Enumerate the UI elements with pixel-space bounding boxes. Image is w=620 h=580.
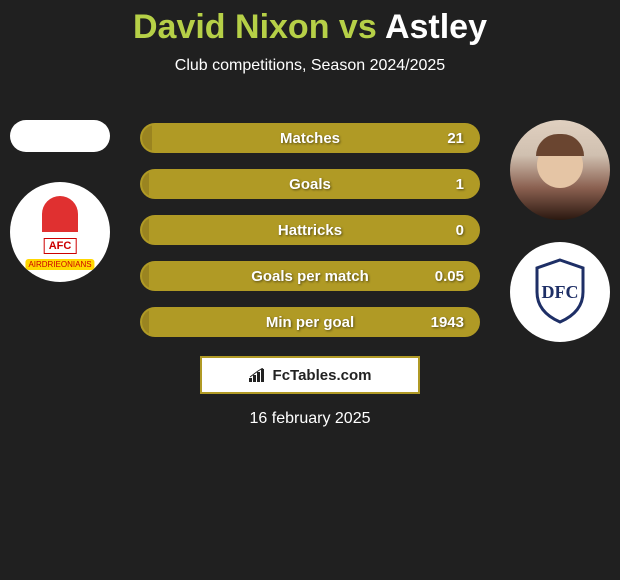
stat-fill (142, 125, 152, 151)
stat-label: Goals per match (251, 268, 369, 285)
stat-bar-mpg: Min per goal 1943 (140, 307, 480, 337)
stat-value: 0 (456, 222, 464, 239)
vs-text: vs (339, 8, 377, 46)
stat-bar-hattricks: Hattricks 0 (140, 215, 480, 245)
club-left-small-text: AIRDRIEONIANS (25, 259, 94, 270)
right-column: DFC (510, 120, 610, 364)
shield-icon: DFC (531, 258, 589, 326)
subtitle: Club competitions, Season 2024/2025 (0, 57, 620, 75)
player-right-name: Astley (385, 8, 487, 46)
stat-bars-container: Matches 21 Goals 1 Hattricks 0 Goals per… (140, 123, 480, 353)
stat-bar-gpm: Goals per match 0.05 (140, 261, 480, 291)
stat-value: 21 (447, 130, 464, 147)
club-right-logo: DFC (510, 242, 610, 342)
club-left-logo: AIRDRIEONIANS (10, 182, 110, 282)
watermark-text: FcTables.com (273, 367, 372, 384)
stat-label: Matches (280, 130, 340, 147)
comparison-title: David Nixon vs Astley (0, 0, 620, 47)
stat-fill (142, 263, 149, 289)
stat-label: Goals (289, 176, 331, 193)
stat-value: 0.05 (435, 268, 464, 285)
player-left-avatar-placeholder (10, 120, 110, 152)
date-text: 16 february 2025 (250, 410, 371, 428)
player-right-avatar (510, 120, 610, 220)
svg-text:DFC: DFC (542, 282, 579, 302)
stat-label: Hattricks (278, 222, 342, 239)
stat-value: 1943 (431, 314, 464, 331)
stat-label: Min per goal (266, 314, 354, 331)
left-column: AIRDRIEONIANS (10, 120, 110, 304)
stat-value: 1 (456, 176, 464, 193)
stat-fill (142, 309, 149, 335)
stat-bar-matches: Matches 21 (140, 123, 480, 153)
chart-icon (249, 368, 267, 382)
stat-fill (142, 171, 149, 197)
player-left-name: David Nixon (133, 8, 329, 46)
stat-bar-goals: Goals 1 (140, 169, 480, 199)
watermark-box: FcTables.com (200, 356, 420, 394)
stat-fill (142, 217, 149, 243)
